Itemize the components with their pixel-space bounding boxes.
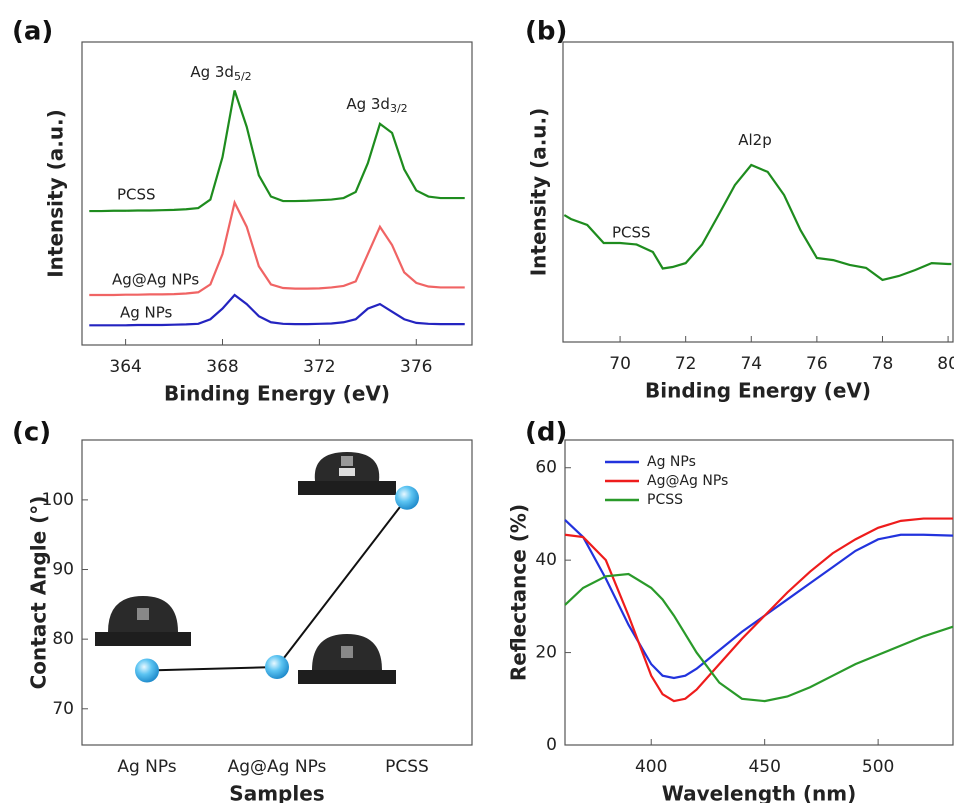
x-tick-label: 80 [937,354,954,374]
plot-frame [562,41,954,343]
x-tick-label: 376 [400,357,432,377]
y-tick-label: 100 [42,490,74,510]
annotation: Al2p [738,131,772,149]
y-tick-label: 60 [535,458,557,478]
x-tick-label: Ag@Ag NPs [228,757,327,777]
series-line [89,90,465,213]
droplet-images [95,452,396,684]
series-line [563,163,952,282]
series-line [564,517,953,703]
annotation: Ag 3d5/2 [190,63,251,84]
x-tick-label: 78 [872,354,894,374]
y-tick-label: 0 [546,735,557,755]
x-axis-title: Binding Energy (eV) [645,379,871,403]
plot-frame [81,439,473,746]
plot-frame [564,439,954,746]
x-tick-label: Ag NPs [117,757,176,777]
x-tick-label: 500 [862,757,894,777]
droplet [95,596,191,646]
y-tick-label: 80 [52,629,74,649]
panel-label: (c) [12,418,51,448]
series-line [564,572,954,703]
annotation: Ag 3d3/2 [346,95,407,116]
y-tick-label: 20 [535,643,557,663]
series-label: PCSS [612,224,651,242]
point [135,658,159,683]
point [395,485,419,510]
annotation-subscript: 5/2 [234,70,252,83]
panel-label: (b) [525,17,567,47]
x-tick-label: 372 [303,357,335,377]
x-tick-label: 364 [109,357,141,377]
x-tick-label: PCSS [385,757,429,777]
annotation-text: Ag 3d [190,63,234,81]
panel-label: (d) [525,418,567,448]
x-axis-title: Wavelength (nm) [662,782,857,803]
x-tick-label: 72 [675,354,697,374]
annotation-subscript: 3/2 [390,102,408,115]
x-tick-label: 74 [740,354,762,374]
series-line [564,519,954,680]
x-axis-title: Samples [229,782,324,803]
series-line [89,293,465,327]
legend-label: Ag@Ag NPs [647,473,728,489]
series-line [89,199,465,297]
series-label: PCSS [117,186,156,204]
droplet [298,452,396,495]
y-tick-label: 40 [535,550,557,570]
plot-frame [81,41,473,346]
legend-label: PCSS [647,492,683,508]
x-tick-label: 368 [206,357,238,377]
y-axis-title: Reflectance (%) [507,504,531,681]
y-axis-title: Contact Angle (°) [27,496,51,690]
y-axis-title: Intensity (a.u.) [44,109,68,278]
legend-label: Ag NPs [647,454,696,470]
y-tick-label: 70 [52,699,74,719]
x-tick-label: 76 [806,354,828,374]
annotation-text: Ag 3d [346,95,390,113]
x-tick-label: 450 [748,757,780,777]
panel-label: (a) [12,17,53,47]
annotation-text: Al2p [738,131,772,149]
y-tick-label: 90 [52,560,74,580]
droplet [298,634,396,684]
series-label: Ag@Ag NPs [112,271,199,289]
point [265,655,289,680]
y-axis-title: Intensity (a.u.) [527,108,551,277]
x-tick-label: 400 [635,757,667,777]
x-axis-title: Binding Energy (eV) [164,382,390,406]
x-tick-label: 70 [609,354,631,374]
series-label: Ag NPs [120,304,173,322]
